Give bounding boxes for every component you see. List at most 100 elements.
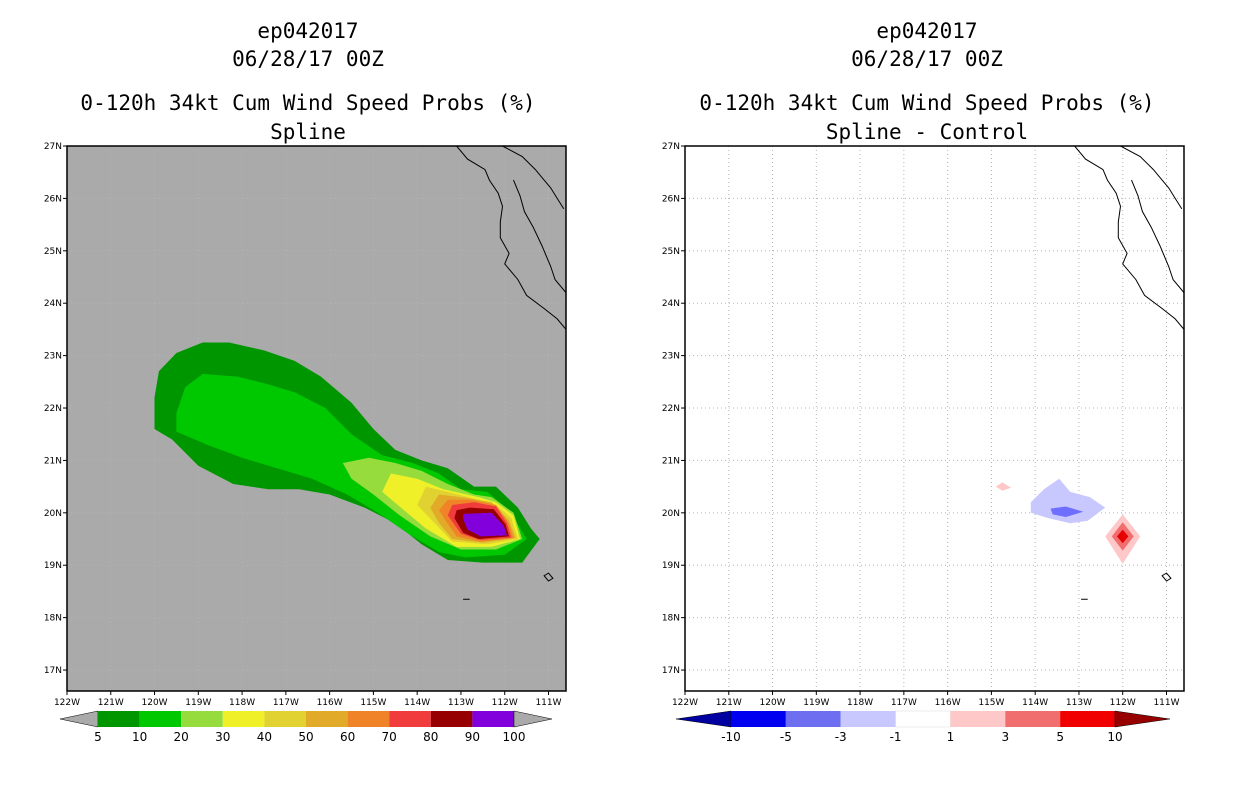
right-ytick-label-19N: 19N [662,561,680,571]
right-colorbar-label-1: -5 [780,730,792,744]
right-colorbar-low-arrow [675,710,732,728]
left-xtick-label-111W: 111W [535,698,561,708]
right-plot-background [685,146,1184,691]
right-xtick-label-121W: 121W [716,698,742,708]
left-colorbar-box-0 [98,711,140,727]
left-xtick-label-113W: 113W [448,698,474,708]
right-title-method: Spline - Control [826,120,1028,144]
right-title-date: 06/28/17 00Z [851,47,1003,71]
left-colorbar-box-9 [472,711,514,727]
right-colorbar-label-5: 3 [1001,730,1009,744]
left-colorbar-label-1: 10 [132,730,147,744]
right-ytick-label-24N: 24N [662,299,680,309]
left-title-storm: ep042017 [257,19,358,43]
left-ytick-label-25N: 25N [44,247,62,257]
left-panel: ep042017 06/28/17 00Z 0-120h 34kt Cum Wi… [44,19,567,744]
right-ytick-label-17N: 17N [662,666,680,676]
right-xtick-label-122W: 122W [672,698,698,708]
right-colorbar-high-arrow [1114,710,1171,728]
left-xtick-label-112W: 112W [492,698,518,708]
left-colorbar-box-2 [181,711,223,727]
left-colorbar-label-8: 80 [423,730,438,744]
left-coast-mainland [502,146,565,210]
right-contour--3-1 [1050,506,1084,517]
right-contour--1-0 [1030,478,1106,524]
right-ytick-label-25N: 25N [662,247,680,257]
left-ytick-label-19N: 19N [44,561,62,571]
right-ytick-label-18N: 18N [662,614,680,624]
right-colorbar-label-4: 1 [947,730,955,744]
left-colorbar-label-6: 60 [340,730,355,744]
left-plot-frame [66,145,567,692]
left-colorbar-label-3: 30 [215,730,230,744]
left-ytick-label-23N: 23N [44,352,62,362]
right-colorbar-box-5 [1005,711,1061,727]
right-xtick-label-120W: 120W [760,698,786,708]
left-plot-area: 122W 121W 120W 119W 118W 117W 116W 115W 114W 113W… [44,142,567,708]
left-colorbar: 5 10 20 30 40 50 60 70 80 90 100 [59,710,553,744]
right-ytick-label-21N: 21N [662,456,680,466]
left-plot-content [67,146,566,691]
right-ytick-label-22N: 22N [662,404,680,414]
left-xtick-label-117W: 117W [273,698,299,708]
left-colorbar-label-2: 20 [174,730,189,744]
left-colorbar-box-8 [430,711,473,727]
left-xtick-label-115W: 115W [360,698,386,708]
left-ytick-label-18N: 18N [44,614,62,624]
right-xtick-label-118W: 118W [847,698,873,708]
left-colorbar-box-4 [264,711,306,727]
right-colorbar-box-4 [950,711,1006,727]
left-island-0 [543,572,554,582]
left-xtick-label-116W: 116W [317,698,343,708]
left-title-method: Spline [270,120,346,144]
right-plot-content [685,146,1184,691]
left-colorbar-label-0: 5 [94,730,102,744]
left-colorbar-low-arrow [59,710,99,728]
right-colorbar-box-2 [840,711,896,727]
right-ytick-label-26N: 26N [662,194,680,204]
right-island-0 [1161,572,1172,582]
right-xtick-label-111W: 111W [1153,698,1179,708]
right-xtick-label-119W: 119W [803,698,829,708]
right-panel: ep042017 06/28/17 00Z 0-120h 34kt Cum Wi… [662,19,1185,744]
left-xtick-label-118W: 118W [229,698,255,708]
left-colorbar-box-3 [222,711,265,727]
left-xtick-label-119W: 119W [185,698,211,708]
right-title-storm: ep042017 [876,19,977,43]
right-coast-baja [1074,146,1184,330]
left-colorbar-label-7: 70 [382,730,397,744]
left-ytick-label-20N: 20N [44,509,62,519]
left-ytick-label-26N: 26N [44,194,62,204]
right-colorbar-box-0 [731,711,786,727]
left-colorbar-box-5 [306,711,348,727]
right-colorbar: -10 -5 -3 -1 1 3 5 10 [675,710,1171,744]
left-colorbar-label-5: 50 [298,730,313,744]
left-ytick-label-22N: 22N [44,404,62,414]
left-ytick-label-21N: 21N [44,456,62,466]
right-colorbar-label-2: -3 [835,730,847,744]
right-colorbar-label-0: -10 [721,730,741,744]
right-xtick-label-115W: 115W [978,698,1004,708]
left-contour-90-9 [463,512,507,537]
right-colorbar-box-1 [785,711,841,727]
left-colorbar-label-10: 100 [503,730,526,744]
right-colorbar-label-6: 5 [1056,730,1064,744]
right-colorbar-box-6 [1060,711,1115,727]
right-colorbar-label-3: -1 [890,730,902,744]
right-xtick-label-113W: 113W [1066,698,1092,708]
right-ytick-label-27N: 27N [662,142,680,152]
right-ytick-label-23N: 23N [662,352,680,362]
right-plot-frame [684,145,1185,692]
left-colorbar-box-7 [389,711,431,727]
right-coast-gulf [1131,179,1184,294]
left-title-date: 06/28/17 00Z [232,47,384,71]
left-ytick-label-17N: 17N [44,666,62,676]
right-contour-1-2 [995,482,1012,491]
left-xtick-label-121W: 121W [98,698,124,708]
left-title-product: 0-120h 34kt Cum Wind Speed Probs (%) [80,91,535,115]
left-coast-baja [456,146,566,330]
right-contour-5-5 [1117,529,1129,544]
right-xtick-label-114W: 114W [1022,698,1048,708]
left-xtick-label-120W: 120W [142,698,168,708]
